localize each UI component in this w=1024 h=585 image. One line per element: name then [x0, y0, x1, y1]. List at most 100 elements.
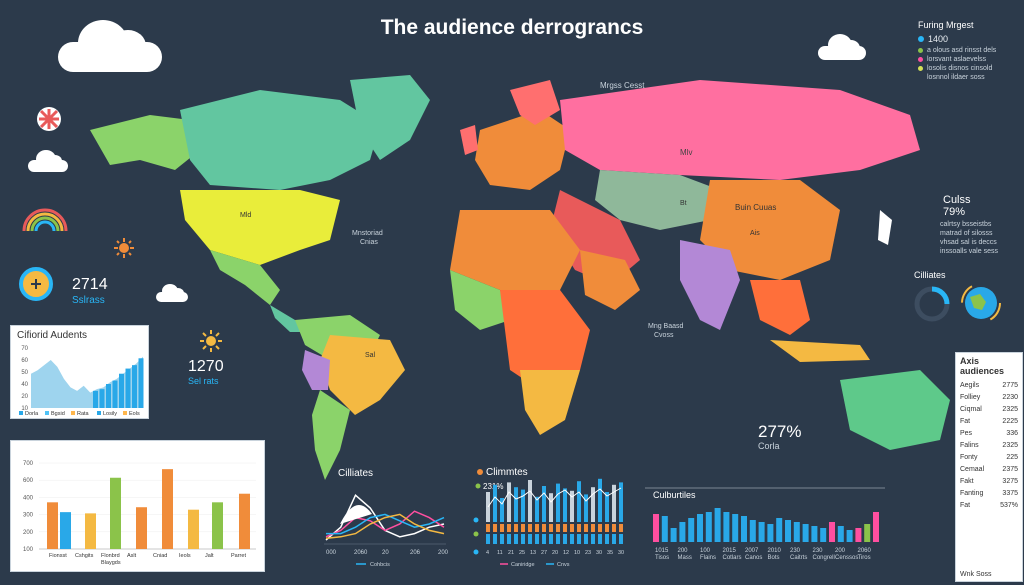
stat-right-lines: calrtsy bsseistbs matrad of silosss vhsa… — [940, 220, 1020, 256]
bar — [605, 524, 609, 532]
map-region-central-america — [270, 305, 305, 332]
stat-right-title: Culss — [943, 194, 971, 206]
bar — [162, 469, 173, 549]
table-cell-value: 2775 — [1002, 381, 1018, 389]
map-label-russia: Mlv — [680, 148, 692, 157]
legend-dot-icon — [918, 66, 923, 71]
bar — [776, 518, 783, 542]
bar — [556, 534, 560, 544]
table-cell-label: Fat — [960, 417, 971, 425]
bar — [802, 524, 809, 542]
y-tick-label: 60 — [21, 358, 28, 364]
line-series — [325, 513, 445, 540]
x-tick-label: 2007 — [745, 548, 759, 554]
bar — [507, 524, 511, 532]
area-chart-bar — [93, 390, 98, 408]
stat-mid-value: 1270 — [188, 358, 224, 375]
bar — [493, 484, 497, 522]
bar — [714, 508, 721, 542]
bar — [535, 534, 539, 544]
map-label-north-america: Mld — [240, 212, 251, 219]
x-tick-label: 27 — [541, 550, 547, 556]
bar — [500, 524, 504, 532]
line-series — [487, 487, 622, 508]
legend-top-right-value: 1400 — [928, 34, 949, 44]
bar — [723, 512, 730, 542]
bar — [732, 514, 739, 542]
map-label-china: Buin Cuuas — [735, 203, 776, 212]
audience-table: Axis audiences Aegils 2775 Folliey 2230 Ciqm… — [955, 352, 1023, 582]
bar — [653, 514, 659, 542]
bar — [500, 534, 504, 544]
x-tick-label: 30 — [618, 550, 624, 556]
x-tick-label: Tisos — [655, 555, 669, 561]
table-cell-label: Ciqmal — [960, 405, 982, 413]
x-tick-label: 4 — [486, 550, 489, 556]
table-cell-value: 225 — [1006, 453, 1018, 461]
x-tick-label: Cshgits — [75, 553, 94, 559]
x-tick-label: 1015 — [655, 548, 669, 554]
x-tick-label: Blaygds — [101, 560, 121, 566]
bar — [110, 477, 121, 549]
map-region-argentina — [312, 390, 350, 480]
area-chart-bar — [125, 368, 131, 408]
x-tick-label: 230 — [790, 548, 801, 554]
bar — [521, 524, 525, 532]
stat-left-value: 2714 — [72, 276, 108, 293]
bar — [570, 490, 574, 522]
x-tick-label: 10 — [574, 550, 580, 556]
climates-line-chart-panel: Cilliates 000 2060 20 206 200 Cohbcis — [320, 462, 450, 572]
area-chart-bar — [132, 365, 137, 408]
bar — [749, 520, 756, 542]
bar — [612, 524, 616, 532]
bar — [820, 528, 827, 542]
x-tick-label: 200 — [678, 548, 689, 554]
table-cell-value: 537% — [1000, 501, 1018, 509]
x-tick-label: Cotlars — [723, 555, 742, 561]
map-region-west-africa — [450, 270, 510, 330]
bar — [528, 534, 532, 544]
y-tick-label: 200 — [23, 530, 34, 536]
bar — [785, 520, 791, 542]
globe-icon — [961, 283, 1001, 323]
x-tick-label: 2060 — [354, 550, 368, 556]
bar — [697, 514, 703, 542]
chart-title: Climmtes — [486, 467, 528, 478]
bar — [500, 498, 504, 522]
stat-right-line: matrad of silosss — [940, 230, 993, 237]
label-dot-icon — [475, 483, 481, 489]
map-region-australia — [840, 370, 950, 450]
bar — [584, 534, 588, 544]
audience-table-title: Axis audiences — [960, 356, 1005, 376]
bar — [570, 534, 574, 544]
climates-combo-chart-panel: Climmtes231%4112125132720121023303530Can… — [470, 462, 630, 572]
bar — [188, 509, 199, 549]
bar — [864, 524, 871, 542]
legend-swatch-icon — [97, 411, 101, 415]
x-tick-label: 200 — [438, 550, 449, 556]
table-cell-label: Pes — [960, 429, 973, 437]
legend-label: Losily — [103, 411, 117, 417]
map-region-north-africa — [450, 210, 580, 290]
x-tick-label: Caitrts — [790, 555, 807, 561]
table-cell-label: Falins — [960, 441, 979, 449]
table-row: Fonty 225 — [956, 451, 1022, 463]
bar — [239, 493, 250, 549]
stat-left-label: Sslrass — [72, 295, 105, 306]
bar — [521, 489, 525, 522]
bar — [570, 524, 574, 532]
bar — [679, 522, 686, 542]
card-audience-title: Cifiorid Audents — [17, 330, 88, 341]
x-tick-label: 2010 — [768, 548, 782, 554]
x-tick-label: Bots — [768, 555, 780, 561]
x-tick-label: Jalt — [205, 553, 214, 559]
table-cell-value: 2325 — [1002, 405, 1018, 413]
bar — [521, 534, 525, 544]
x-tick-label: 20 — [382, 550, 389, 556]
map-label-indian-ocean-2: Cvoss — [654, 332, 674, 339]
bar — [47, 502, 58, 549]
bar — [486, 524, 490, 532]
chart-title: Cilliates — [338, 468, 373, 479]
legend-label: Eols — [129, 411, 140, 417]
flag-icon — [37, 107, 61, 131]
